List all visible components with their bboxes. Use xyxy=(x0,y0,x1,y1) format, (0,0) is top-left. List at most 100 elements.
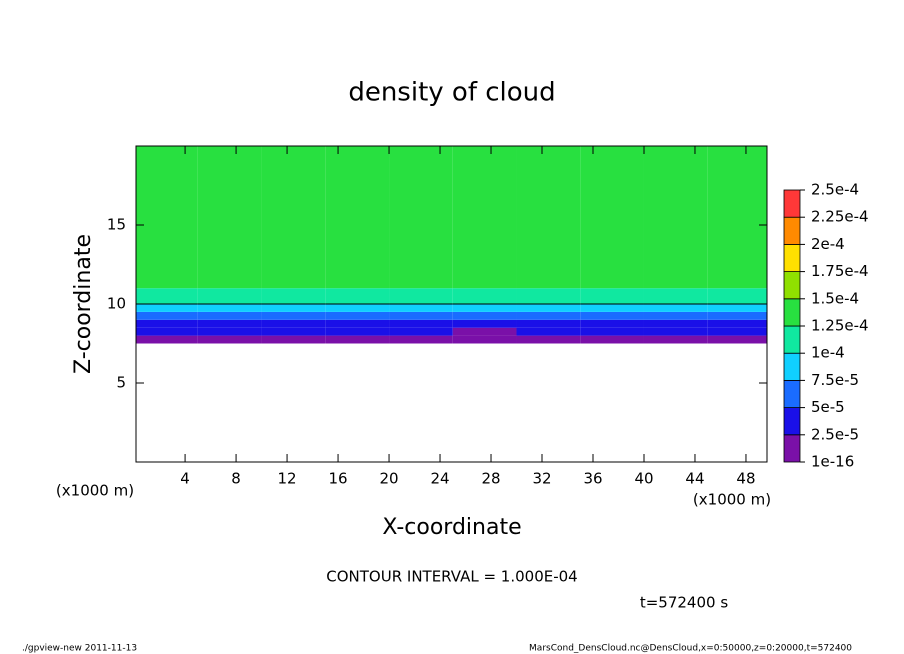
heat-cell xyxy=(136,304,198,312)
colorbar-label: 2.25e-4 xyxy=(811,208,869,226)
heat-cell xyxy=(325,288,390,304)
colorbar-label: 7.5e-5 xyxy=(811,371,859,389)
heat-cell xyxy=(580,319,644,328)
heat-cell xyxy=(707,288,767,304)
heat-cell xyxy=(643,335,708,344)
x-tick-label: 4 xyxy=(180,470,190,488)
y-tick-label: 15 xyxy=(107,216,126,234)
x-tick-label: 12 xyxy=(278,470,297,488)
heat-cell xyxy=(580,327,644,336)
heat-cell xyxy=(580,335,644,344)
heat-cell xyxy=(136,311,198,320)
heat-cell xyxy=(580,304,644,312)
heat-cell xyxy=(452,311,517,320)
heat-cell xyxy=(389,304,453,312)
heat-cell xyxy=(452,335,517,344)
heat-cell xyxy=(516,288,581,304)
heat-cell xyxy=(389,288,453,304)
heat-cell xyxy=(452,327,517,336)
colorbar-label: 1.75e-4 xyxy=(811,262,869,280)
heat-cell xyxy=(707,311,767,320)
heat-cell xyxy=(389,319,453,328)
heat-cell xyxy=(580,288,644,304)
heat-cell xyxy=(643,288,708,304)
x-tick-label: 24 xyxy=(430,470,449,488)
y-axis-label: Z-coordinate xyxy=(71,234,96,374)
heat-cell xyxy=(452,288,517,304)
x-tick-label: 40 xyxy=(634,470,653,488)
heat-cell xyxy=(580,311,644,320)
heat-cell xyxy=(197,311,262,320)
x-tick-label: 44 xyxy=(685,470,704,488)
colorbar-box xyxy=(783,379,801,408)
colorbar-label: 1e-4 xyxy=(811,344,845,362)
x-tick-label: 8 xyxy=(231,470,241,488)
heat-cell xyxy=(325,327,390,336)
heat-cell xyxy=(197,304,262,312)
colorbar-box xyxy=(783,434,801,463)
contour-note: CONTOUR INTERVAL = 1.000E-04 xyxy=(326,568,577,586)
colorbar-box xyxy=(783,271,801,300)
colorbar-box xyxy=(783,298,801,327)
x-tick-label: 16 xyxy=(329,470,348,488)
colorbar-box xyxy=(783,352,801,381)
heat-cell xyxy=(325,335,390,344)
colorbar-label: 1e-16 xyxy=(811,453,854,471)
colorbar-box xyxy=(783,407,801,436)
y-tick-label: 5 xyxy=(116,374,126,392)
footer-right: MarsCond_DensCloud.nc@DensCloud,x=0:5000… xyxy=(529,644,852,654)
x-tick-label: 32 xyxy=(532,470,551,488)
heat-cell xyxy=(197,319,262,328)
x-tick-label: 36 xyxy=(583,470,602,488)
heat-cell xyxy=(197,146,262,289)
heat-cell xyxy=(707,304,767,312)
heat-cell xyxy=(643,146,708,289)
heat-cell xyxy=(516,304,581,312)
heat-cell xyxy=(261,319,326,328)
colorbar-label: 1.5e-4 xyxy=(811,289,859,307)
heat-cell xyxy=(325,311,390,320)
heat-cell xyxy=(707,146,767,289)
colorbar-box xyxy=(783,243,801,272)
colorbar-label: 2e-4 xyxy=(811,235,845,253)
heat-cell xyxy=(643,311,708,320)
heat-cell xyxy=(516,319,581,328)
heat-cell xyxy=(516,335,581,344)
colorbar-label: 1.25e-4 xyxy=(811,317,869,335)
heat-cell xyxy=(136,319,198,328)
heat-cell xyxy=(452,146,517,289)
heat-cell xyxy=(389,146,453,289)
colorbar-label: 5e-5 xyxy=(811,398,845,416)
footer-left: ./gpview-new 2011-11-13 xyxy=(22,644,137,654)
colorbar-box xyxy=(783,325,801,354)
heat-cell xyxy=(261,146,326,289)
heat-cell xyxy=(261,304,326,312)
heat-cell xyxy=(516,146,581,289)
heat-cell xyxy=(389,335,453,344)
heat-cell xyxy=(707,335,767,344)
chart-title: density of cloud xyxy=(348,78,555,108)
colorbar-label: 2.5e-4 xyxy=(811,181,859,199)
heat-cell xyxy=(261,288,326,304)
heat-cell xyxy=(136,288,198,304)
x-tick-label: 28 xyxy=(481,470,500,488)
x-tick-label: 20 xyxy=(379,470,398,488)
heat-cell xyxy=(136,146,198,289)
heat-cell xyxy=(452,304,517,312)
heat-cell xyxy=(325,319,390,328)
x-axis-label: X-coordinate xyxy=(382,515,521,540)
x-tick-label: 48 xyxy=(736,470,755,488)
y-unit: (x1000 m) xyxy=(56,482,134,500)
heat-cell xyxy=(389,327,453,336)
heat-cell xyxy=(261,335,326,344)
colorbar-label: 2.5e-5 xyxy=(811,425,859,443)
heat-cell xyxy=(580,146,644,289)
heat-cell xyxy=(643,304,708,312)
x-unit: (x1000 m) xyxy=(693,491,771,509)
heat-cell xyxy=(516,327,581,336)
heat-cell xyxy=(707,327,767,336)
heat-cell xyxy=(261,311,326,320)
heat-cell xyxy=(452,319,517,328)
heat-cell xyxy=(197,288,262,304)
